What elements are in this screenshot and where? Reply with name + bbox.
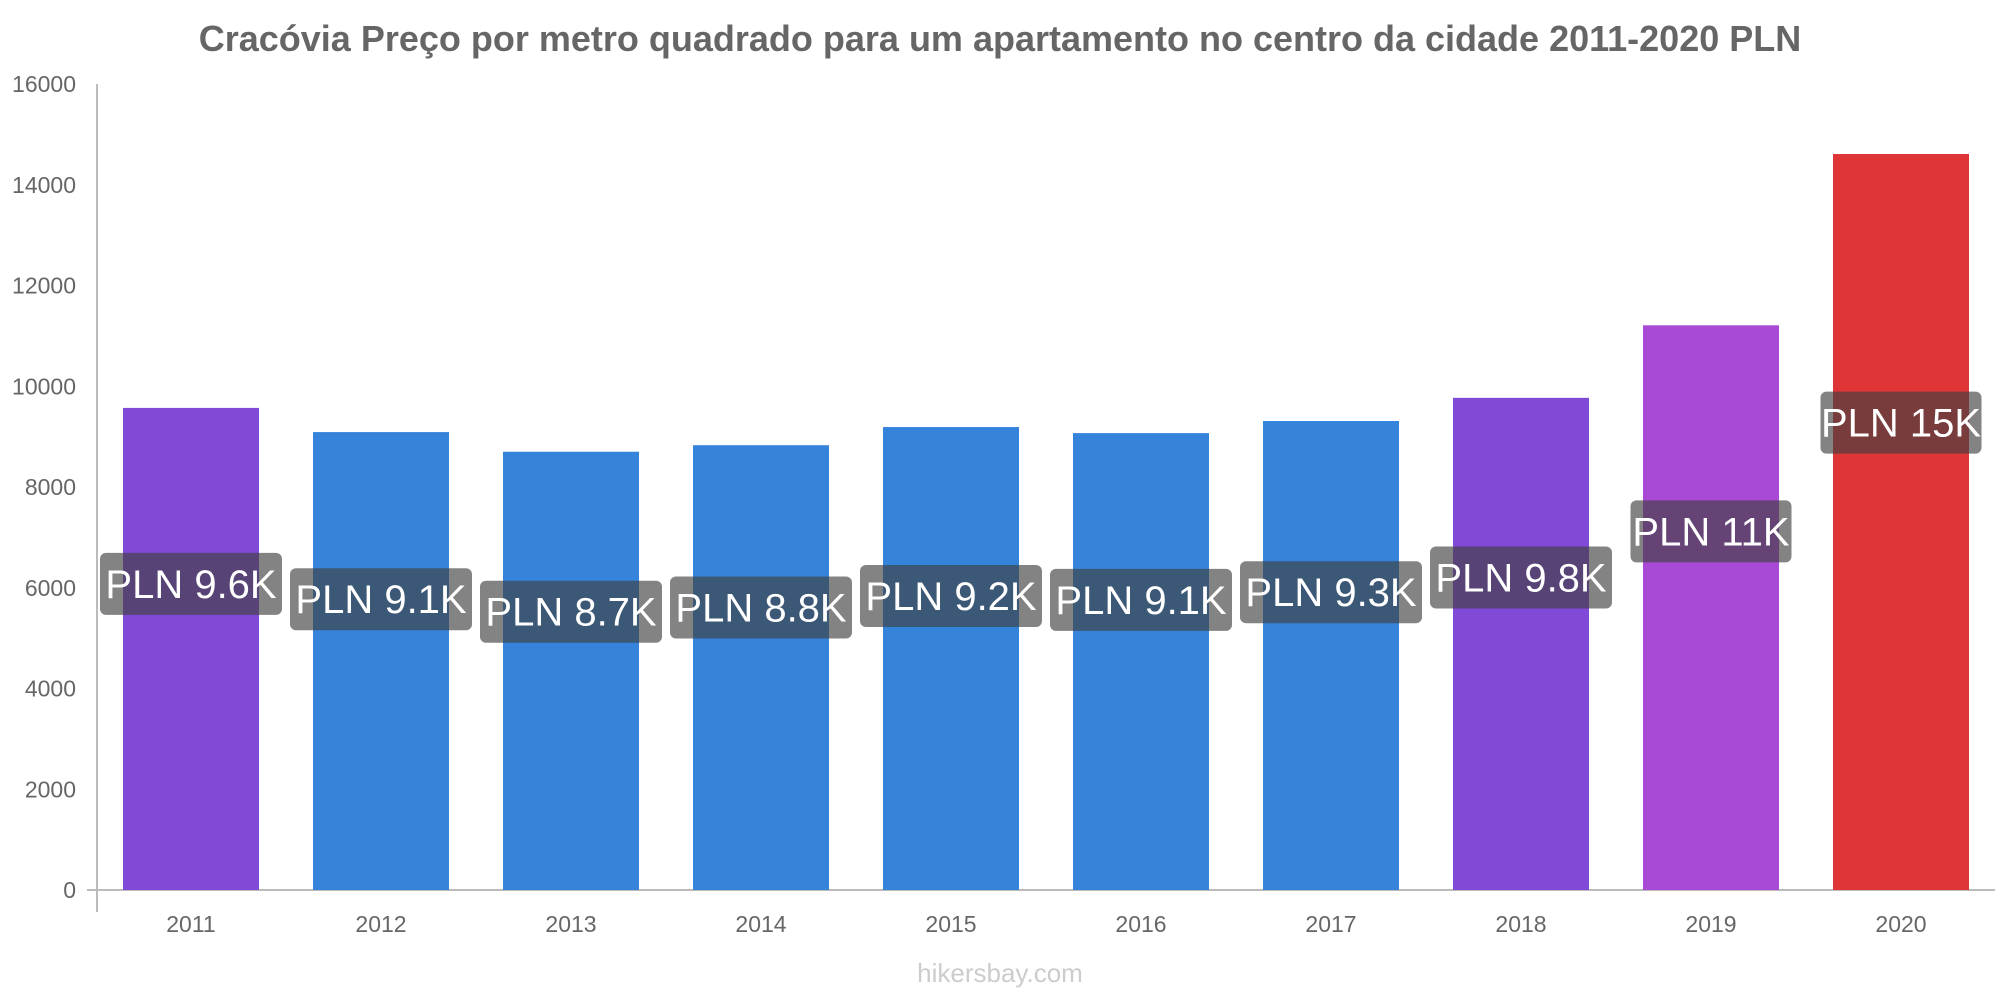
y-tick-label: 0 [63,877,76,903]
x-tick-label: 2019 [1685,911,1736,937]
data-label-box [860,565,1042,628]
y-axis: 0 2000 4000 6000 8000 10000 12000 14000 16000 [12,71,98,912]
data-label-text: PLN 8.8K [675,587,847,631]
bar-2013 [503,451,639,890]
data-label-box [1630,500,1792,563]
x-tick-label: 2018 [1495,911,1546,937]
y-tick-label: 16000 [12,71,76,97]
bar-2012 [313,432,449,890]
y-tick-label: 8000 [25,474,76,500]
x-axis: 2011 2012 2013 2014 2015 2016 2017 2018 2019 2020 [87,889,1995,937]
bar-2011 [123,407,259,890]
data-label-box [480,580,662,643]
data-label: PLN 8.8K [670,576,852,639]
x-tick-label: 2016 [1115,911,1166,937]
bar-2016 [1073,433,1209,890]
data-label-box [1430,546,1612,609]
data-label-text: PLN 8.7K [485,591,657,635]
y-tick-label: 4000 [25,676,76,702]
chart-title: Cracóvia Preço por metro quadrado para u… [198,18,1802,59]
data-label-text: PLN 15K [1821,402,1981,446]
data-label: PLN 11K [1630,500,1792,563]
y-tick-label: 2000 [25,776,76,802]
data-label: PLN 8.7K [480,580,662,643]
data-label: PLN 9.3K [1240,561,1422,624]
data-label: PLN 9.1K [290,568,472,631]
x-tick-label: 2014 [735,911,786,937]
x-tick-label: 2015 [925,911,976,937]
x-tick-label: 2013 [545,911,596,937]
data-label-text: PLN 11K [1632,510,1789,554]
bar-2014 [693,445,829,890]
data-label-text: PLN 9.8K [1435,556,1607,600]
data-label: PLN 9.8K [1430,546,1612,609]
bar-2019 [1643,325,1779,890]
y-tick-label: 14000 [12,172,76,198]
x-tick-label: 2020 [1875,911,1926,937]
x-tick-label: 2012 [355,911,406,937]
data-label-text: PLN 9.2K [865,575,1037,619]
y-tick-label: 10000 [12,373,76,399]
data-label-text: PLN 9.3K [1245,571,1417,615]
bar-2015 [883,427,1019,890]
data-label: PLN 15K [1820,391,1982,454]
y-tick-label: 12000 [12,273,76,299]
bar-2020 [1833,154,1969,891]
bar-2017 [1263,421,1399,890]
data-label: PLN 9.2K [860,565,1042,628]
data-label-box [1820,391,1982,454]
data-label: PLN 9.6K [100,552,282,615]
data-label-box [1050,568,1232,631]
y-tick-label: 6000 [25,575,76,601]
watermark: hikersbay.com [917,958,1083,988]
data-label-box [670,576,852,639]
data-label-text: PLN 9.6K [105,563,277,607]
data-labels: PLN 9.6K PLN 9.1K PLN 8.7K PLN 8.8K PLN 9.2K… [100,391,1982,643]
data-label-box [100,552,282,615]
data-label: PLN 9.1K [1050,568,1232,631]
x-tick-label: 2017 [1305,911,1356,937]
data-label-text: PLN 9.1K [295,578,467,622]
data-label-box [1240,561,1422,624]
data-label-box [290,568,472,631]
bars [123,154,1969,891]
x-tick-label: 2011 [166,911,215,937]
data-label-text: PLN 9.1K [1055,579,1227,623]
bar-2018 [1453,397,1589,890]
